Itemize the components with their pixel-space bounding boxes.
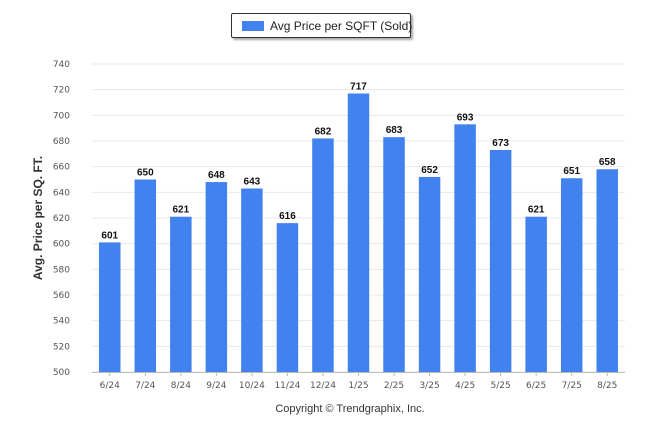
bar[interactable]	[241, 188, 263, 372]
bar[interactable]	[454, 124, 476, 372]
bar[interactable]	[418, 176, 441, 372]
bar[interactable]	[170, 216, 192, 372]
y-tick-label: 500	[53, 368, 70, 378]
data-label: 601	[101, 230, 118, 241]
y-tick-label: 620	[53, 214, 70, 224]
x-tick-label: 1/25	[348, 381, 368, 391]
y-axis-label: Avg. Price per SQ. FT.	[31, 156, 45, 280]
data-label: 717	[350, 82, 367, 93]
y-tick-label: 560	[53, 291, 70, 301]
bar[interactable]	[312, 138, 334, 372]
bar[interactable]	[134, 179, 157, 373]
legend-swatch	[242, 21, 264, 31]
data-label: 682	[315, 126, 332, 137]
x-tick-label: 12/24	[310, 381, 336, 391]
y-tick-label: 740	[53, 60, 70, 70]
copyright-text: Copyright © Trendgraphix, Inc.	[275, 403, 424, 415]
y-tick-label: 520	[53, 342, 70, 352]
bars	[99, 93, 618, 373]
x-tick-label: 4/25	[455, 381, 475, 391]
legend[interactable]: Avg Price per SQFT (Sold)	[231, 13, 413, 38]
data-label: 652	[421, 165, 438, 176]
y-tick-label: 540	[53, 317, 70, 327]
x-tick-label: 6/24	[100, 381, 120, 391]
y-tick-label: 580	[53, 265, 70, 275]
bar[interactable]	[489, 149, 512, 372]
data-label: 643	[244, 176, 261, 187]
data-label: 650	[137, 168, 154, 179]
data-label: 683	[386, 125, 403, 136]
bar[interactable]	[99, 242, 121, 372]
y-tick-label: 680	[53, 137, 70, 147]
y-tick-label: 640	[53, 188, 70, 198]
y-tick-label: 700	[53, 111, 70, 121]
legend-label: Avg Price per SQFT (Sold)	[270, 19, 413, 33]
bar[interactable]	[205, 182, 228, 372]
x-tick-label: 6/25	[526, 381, 546, 391]
data-label: 693	[457, 112, 474, 123]
data-label: 648	[208, 170, 225, 181]
x-tick-label: 7/24	[135, 381, 155, 391]
bar[interactable]	[560, 178, 583, 372]
data-label: 621	[172, 205, 189, 216]
data-labels: 601 650 621 648 643 616 682 717 683 652 693 673 621 6…	[101, 82, 616, 242]
bar[interactable]	[347, 93, 370, 373]
x-tick-label: 3/25	[419, 381, 439, 391]
x-tick-label: 9/24	[206, 381, 226, 391]
x-tick-label: 8/24	[171, 381, 191, 391]
x-axis-ticks: 6/24 7/24 8/24 9/24 10/24 11/24 12/24 1/25 2/25 3…	[100, 372, 617, 391]
bar[interactable]	[276, 223, 299, 372]
data-label: 673	[492, 138, 509, 149]
bar[interactable]	[525, 216, 547, 372]
bar[interactable]	[383, 137, 405, 372]
x-tick-label: 8/25	[597, 381, 617, 391]
data-label: 651	[563, 166, 580, 177]
x-tick-label: 2/25	[384, 381, 404, 391]
x-tick-label: 11/24	[274, 381, 300, 391]
data-label: 658	[599, 157, 616, 168]
y-tick-label: 600	[53, 240, 70, 250]
x-tick-label: 10/24	[239, 381, 265, 391]
y-tick-label: 660	[53, 163, 70, 173]
bar[interactable]	[596, 169, 618, 372]
data-label: 616	[279, 211, 296, 222]
y-tick-label: 720	[53, 86, 70, 96]
y-axis-ticks: 500 520 540 560 580 600 620 640 660 680 700 720 740	[53, 60, 70, 378]
x-tick-label: 5/25	[491, 381, 511, 391]
data-label: 621	[528, 205, 545, 216]
x-tick-label: 7/25	[562, 381, 582, 391]
